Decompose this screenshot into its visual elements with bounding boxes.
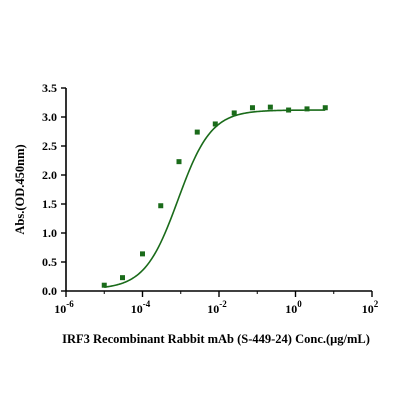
x-tick-label: 10-2 xyxy=(207,299,227,316)
y-tick-label: 2.5 xyxy=(42,139,57,153)
x-tick-label: 100 xyxy=(285,299,302,316)
y-tick-label: 0.5 xyxy=(42,255,57,269)
data-point xyxy=(158,203,164,209)
data-points xyxy=(101,104,328,288)
y-tick-label: 3.0 xyxy=(42,110,57,124)
data-point xyxy=(101,282,107,288)
data-point xyxy=(119,275,125,281)
fit-curve-group xyxy=(104,109,326,288)
axes xyxy=(65,88,372,292)
y-ticks: 0.0 0.5 1.0 1.5 2.0 2.5 3.0 3.5 xyxy=(42,81,66,298)
data-point xyxy=(286,107,292,113)
fit-curve xyxy=(104,109,326,288)
x-ticks: 10-6 10-4 10-2 100 102 xyxy=(54,291,379,316)
x-tick-label: 102 xyxy=(362,299,379,316)
data-point xyxy=(231,110,237,116)
x-tick-label: 10-4 xyxy=(131,299,151,316)
data-point xyxy=(322,105,328,111)
data-point xyxy=(304,106,310,112)
y-tick-label: 1.0 xyxy=(42,226,57,240)
data-point xyxy=(140,251,145,257)
data-point xyxy=(212,121,218,127)
data-point xyxy=(267,104,273,110)
data-point xyxy=(249,105,255,111)
y-tick-label: 2.0 xyxy=(42,168,57,182)
y-tick-label: 0.0 xyxy=(42,284,57,298)
x-tick-label: 10-6 xyxy=(54,299,74,316)
x-axis-title: IRF3 Recombinant Rabbit mAb (S-449-24) C… xyxy=(62,332,370,346)
data-point xyxy=(176,159,182,165)
data-point xyxy=(194,129,200,135)
y-axis-title: Abs.(OD.450nm) xyxy=(13,144,27,234)
y-tick-label: 3.5 xyxy=(42,81,57,95)
y-tick-label: 1.5 xyxy=(42,197,57,211)
